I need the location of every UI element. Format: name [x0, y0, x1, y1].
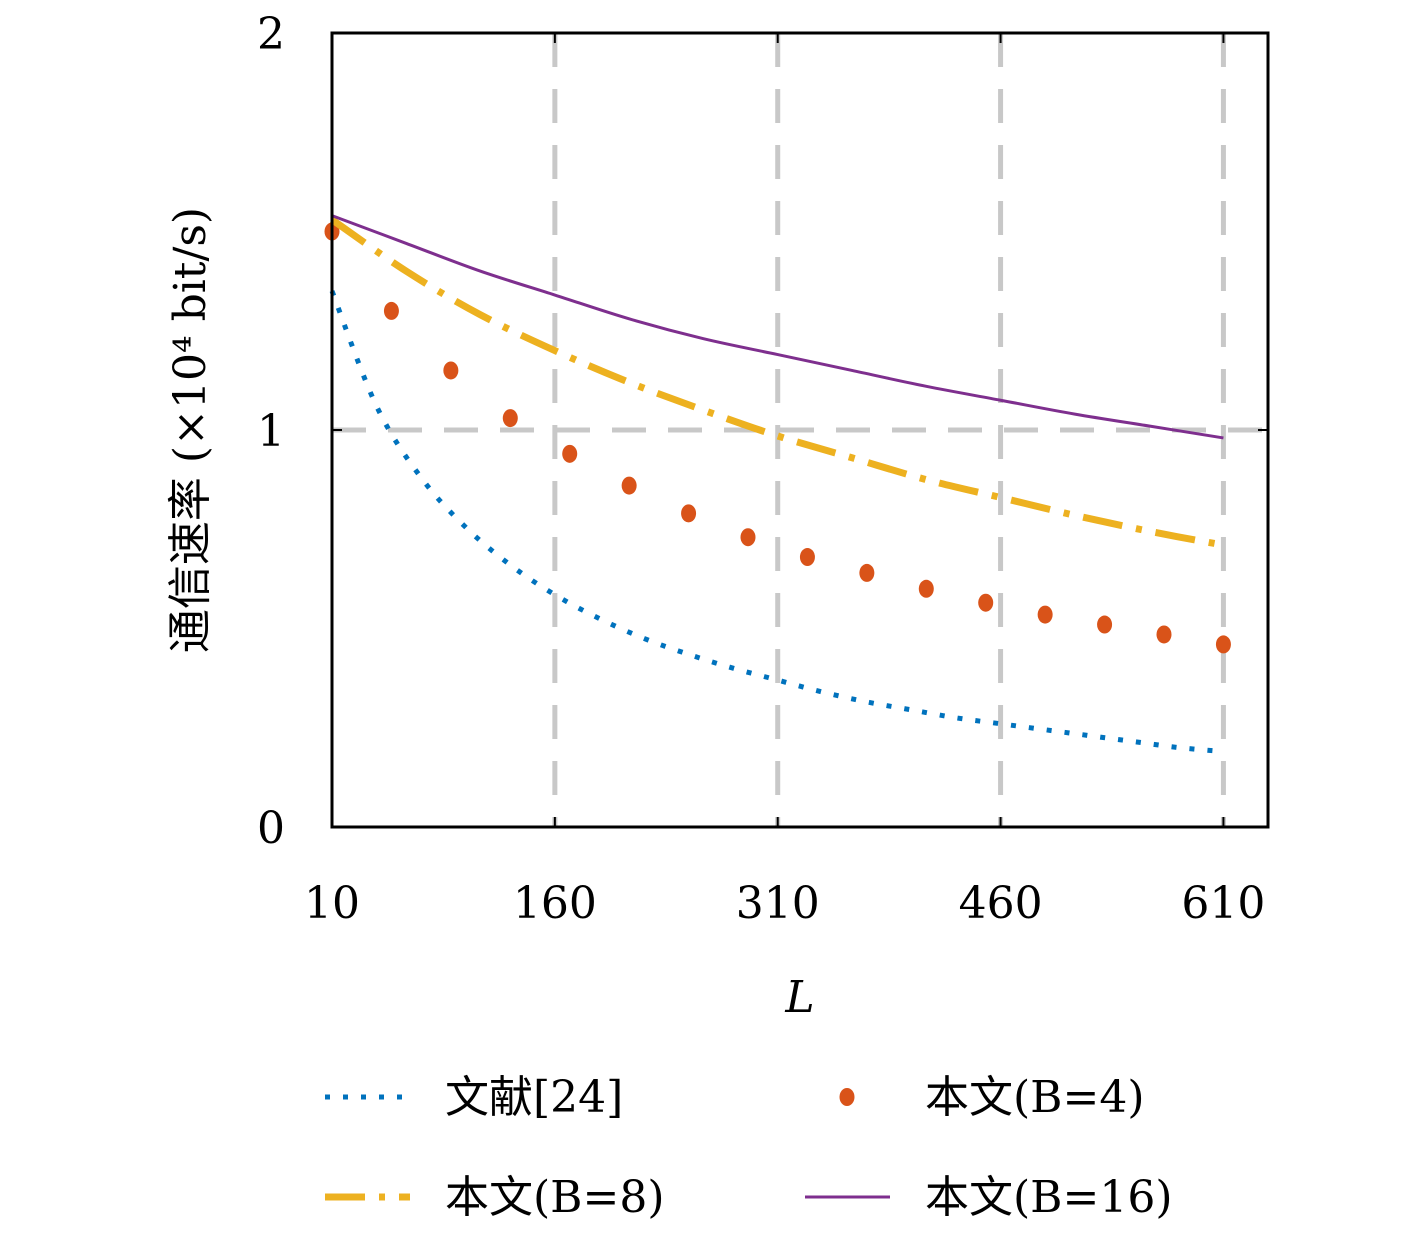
- data-point: [799, 548, 815, 567]
- legend-label: 文献[24]: [445, 1072, 623, 1123]
- legend-item: 本文(B=4): [839, 1072, 1145, 1123]
- x-tick-label: 460: [959, 878, 1043, 929]
- data-point: [859, 563, 875, 582]
- plot-area: [324, 214, 1231, 755]
- grid: [332, 33, 1268, 827]
- series-2: [330, 216, 1225, 549]
- y-tick-label: 2: [257, 9, 285, 60]
- x-axis-label: L: [784, 972, 814, 1023]
- data-point: [1156, 625, 1172, 644]
- ticks: [331, 32, 1268, 828]
- series-3: [331, 214, 1224, 440]
- legend-item: 本文(B=8): [325, 1172, 665, 1223]
- legend: 文献[24] 本文(B=4) 本文(B=8) 本文(B=16): [325, 1072, 1173, 1223]
- series-1: [324, 222, 1231, 654]
- legend-label: 本文(B=16): [925, 1172, 1173, 1223]
- legend-item: 文献[24]: [325, 1072, 623, 1123]
- y-tick-label: 0: [257, 803, 285, 854]
- data-point: [621, 476, 637, 495]
- x-tick-label: 610: [1181, 878, 1265, 929]
- data-point: [681, 504, 697, 523]
- series-line: [331, 214, 1224, 440]
- y-tick-label: 1: [257, 406, 285, 457]
- data-point: [502, 409, 518, 428]
- x-tick-label: 160: [513, 878, 597, 929]
- series-line: [330, 216, 1225, 549]
- data-point: [918, 579, 934, 598]
- legend-label: 本文(B=4): [925, 1072, 1145, 1123]
- tick-labels: 10 160 310 460 610 0 1 2: [257, 9, 1265, 929]
- data-point: [1037, 605, 1053, 624]
- data-point: [740, 528, 756, 547]
- data-point: [978, 593, 994, 612]
- data-point: [383, 301, 399, 320]
- legend-item: 本文(B=16): [805, 1172, 1173, 1223]
- x-tick-label: 310: [736, 878, 820, 929]
- legend-swatch: [839, 1088, 855, 1106]
- y-axis-label: 通信速率 (×10⁴ bit/s): [165, 207, 216, 653]
- data-point: [1215, 635, 1231, 654]
- x-tick-label: 10: [304, 878, 360, 929]
- data-point: [562, 444, 578, 463]
- legend-label: 本文(B=8): [445, 1172, 665, 1223]
- data-point: [443, 361, 459, 380]
- data-point: [1097, 615, 1113, 634]
